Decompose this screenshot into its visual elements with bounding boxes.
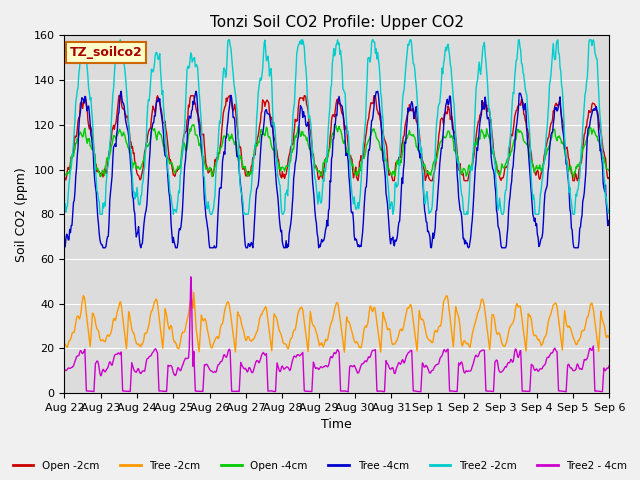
X-axis label: Time: Time [321,419,352,432]
Title: Tonzi Soil CO2 Profile: Upper CO2: Tonzi Soil CO2 Profile: Upper CO2 [210,15,464,30]
Text: TZ_soilco2: TZ_soilco2 [70,46,143,59]
Legend: Open -2cm, Tree -2cm, Open -4cm, Tree -4cm, Tree2 -2cm, Tree2 - 4cm: Open -2cm, Tree -2cm, Open -4cm, Tree -4… [8,456,632,475]
Y-axis label: Soil CO2 (ppm): Soil CO2 (ppm) [15,167,28,262]
